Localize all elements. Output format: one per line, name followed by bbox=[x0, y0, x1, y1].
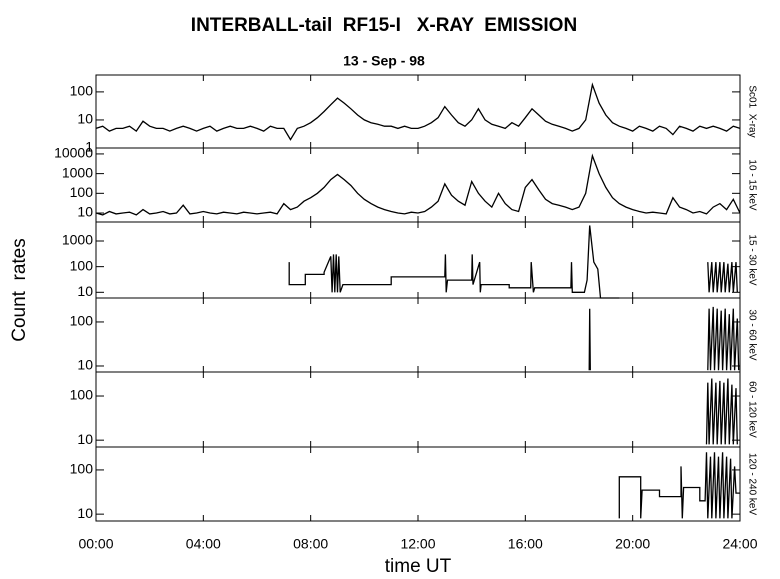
y-tick-label: 100 bbox=[70, 461, 94, 477]
panel-label: 60 - 120 keV bbox=[746, 381, 757, 438]
data-line bbox=[705, 378, 738, 445]
x-tick-label: 00:00 bbox=[78, 536, 113, 552]
x-tick-label: 04:00 bbox=[186, 536, 221, 552]
y-tick-label: 10 bbox=[77, 111, 93, 127]
x-tick-label: 16:00 bbox=[508, 536, 543, 552]
y-tick-label: 100 bbox=[70, 83, 94, 99]
x-axis-label: time UT bbox=[385, 556, 452, 577]
y-tick-label: 10 bbox=[77, 505, 93, 521]
chart-subtitle: 13 - Sep - 98 bbox=[343, 53, 425, 69]
y-tick-label: 100 bbox=[70, 313, 94, 329]
y-tick-label: 100 bbox=[70, 184, 94, 200]
x-tick-label: 12:00 bbox=[400, 536, 435, 552]
panel-label: 10 - 15 keV bbox=[746, 159, 757, 210]
y-tick-label: 10 bbox=[77, 357, 93, 373]
y-tick-label: 10 bbox=[77, 431, 93, 447]
panel-label: 120 - 240 keV bbox=[746, 453, 757, 516]
y-tick-label: 100 bbox=[70, 387, 94, 403]
x-tick-label: 08:00 bbox=[293, 536, 328, 552]
panel-label: Sc01 X-ray bbox=[746, 85, 757, 137]
y-tick-label: 100 bbox=[70, 257, 94, 273]
panel-label: 30 - 60 keV bbox=[746, 309, 757, 360]
chart-title: INTERBALL-tail RF15-I X-RAY EMISSION bbox=[191, 15, 577, 36]
x-tick-label: 20:00 bbox=[615, 536, 650, 552]
data-line bbox=[288, 225, 738, 299]
panel-label: 15 - 30 keV bbox=[746, 234, 757, 285]
data-line bbox=[588, 306, 740, 371]
data-line bbox=[95, 82, 741, 141]
y-tick-label: 10000 bbox=[54, 145, 93, 161]
x-tick-label: 24:00 bbox=[722, 536, 757, 552]
data-line bbox=[95, 153, 741, 216]
y-tick-label: 1000 bbox=[62, 232, 93, 248]
y-tick-label: 1000 bbox=[62, 164, 93, 180]
data-line bbox=[618, 452, 740, 519]
y-tick-label: 10 bbox=[77, 204, 93, 220]
y-tick-label: 10 bbox=[77, 283, 93, 299]
y-tick-label: 1 bbox=[85, 139, 93, 155]
y-axis-label: Count rates bbox=[9, 238, 30, 342]
